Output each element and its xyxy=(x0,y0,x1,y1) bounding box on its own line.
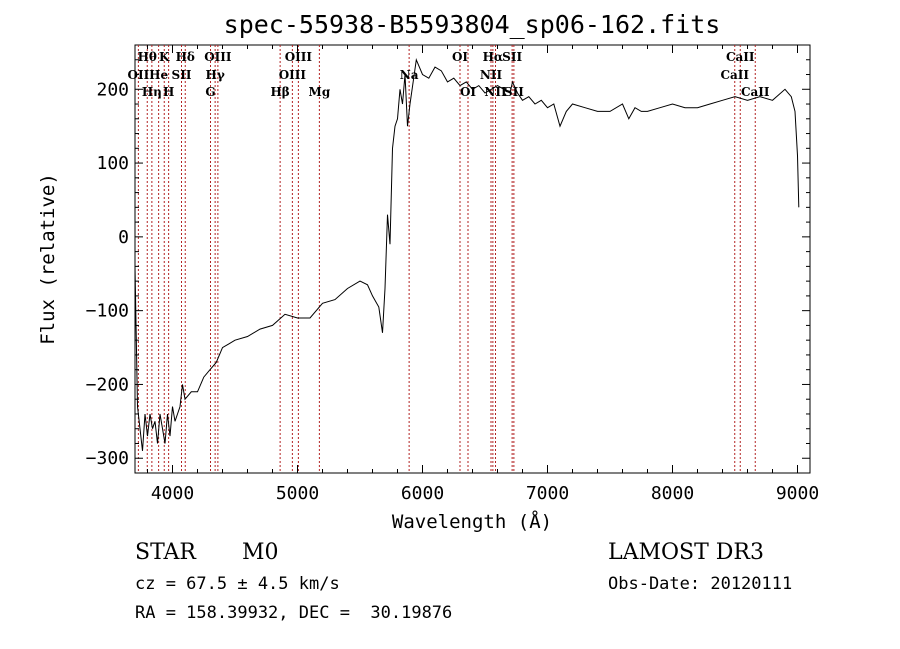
x-tick-label-9000: 9000 xyxy=(776,483,819,504)
chart-title: spec-55938-B5593804_sp06-162.fits xyxy=(224,10,721,39)
y-axis-label: Flux (relative) xyxy=(37,173,59,345)
x-tick-label-6000: 6000 xyxy=(401,483,444,504)
object-class: STAR xyxy=(135,540,196,565)
line-label-5: H xyxy=(163,85,174,99)
line-label-9: Hγ xyxy=(205,68,224,82)
line-label-0: Hθ xyxy=(138,50,157,64)
line-label-3: K xyxy=(159,50,170,64)
line-label-23: CaII xyxy=(726,50,755,64)
line-label-8: OIII xyxy=(204,50,232,64)
y-tick-label-200: 200 xyxy=(96,79,129,100)
line-label-24: CaII xyxy=(720,68,749,82)
redshift-velocity: cz = 67.5 ± 4.5 km/s xyxy=(135,574,340,594)
line-label-13: Hβ xyxy=(270,85,289,99)
y-tick-label--300: −300 xyxy=(86,448,129,469)
line-label-15: Na xyxy=(400,68,419,82)
plot-frame xyxy=(134,44,811,474)
line-label-21: SII xyxy=(502,50,522,64)
x-axis-label: Wavelength (Å) xyxy=(392,510,552,533)
line-label-22: SII xyxy=(504,85,524,99)
coordinates: RA = 158.39932, DEC = 30.19876 xyxy=(135,603,453,623)
line-label-10: G xyxy=(205,85,215,99)
line-label-14: Mg xyxy=(309,85,331,99)
line-label-4: He xyxy=(149,68,168,82)
object-subclass: M0 xyxy=(242,540,279,565)
line-label-18: Hα xyxy=(483,50,504,64)
x-tick-label-8000: 8000 xyxy=(651,483,694,504)
y-tick-label--200: −200 xyxy=(86,374,129,395)
x-tick-label-7000: 7000 xyxy=(526,483,569,504)
line-label-25: CaII xyxy=(741,85,770,99)
y-axis-ticks: −300 −200 −100 0 100 200 xyxy=(86,59,810,469)
line-markers xyxy=(137,45,756,473)
x-tick-label-4000: 4000 xyxy=(151,483,194,504)
y-tick-label-0: 0 xyxy=(118,227,129,248)
line-label-2: Hη xyxy=(142,85,162,99)
line-label-6: Hδ xyxy=(176,50,195,64)
y-tick-label--100: −100 xyxy=(86,301,129,322)
x-tick-label-5000: 5000 xyxy=(276,483,319,504)
line-label-20: NII xyxy=(484,85,507,99)
line-label-12: OIII xyxy=(279,68,307,82)
survey-name: LAMOST DR3 xyxy=(608,540,764,565)
line-label-7: SII xyxy=(172,68,192,82)
observation-date: Obs-Date: 20120111 xyxy=(608,574,793,594)
line-label-11: OIII xyxy=(285,50,313,64)
x-axis-ticks: 4000 5000 6000 7000 8000 9000 xyxy=(147,45,819,504)
line-label-17: OI xyxy=(460,85,476,99)
line-label-19: NII xyxy=(480,68,503,82)
line-label-16: OI xyxy=(452,50,468,64)
spectrum-line xyxy=(134,57,800,451)
y-tick-label-100: 100 xyxy=(96,153,129,174)
